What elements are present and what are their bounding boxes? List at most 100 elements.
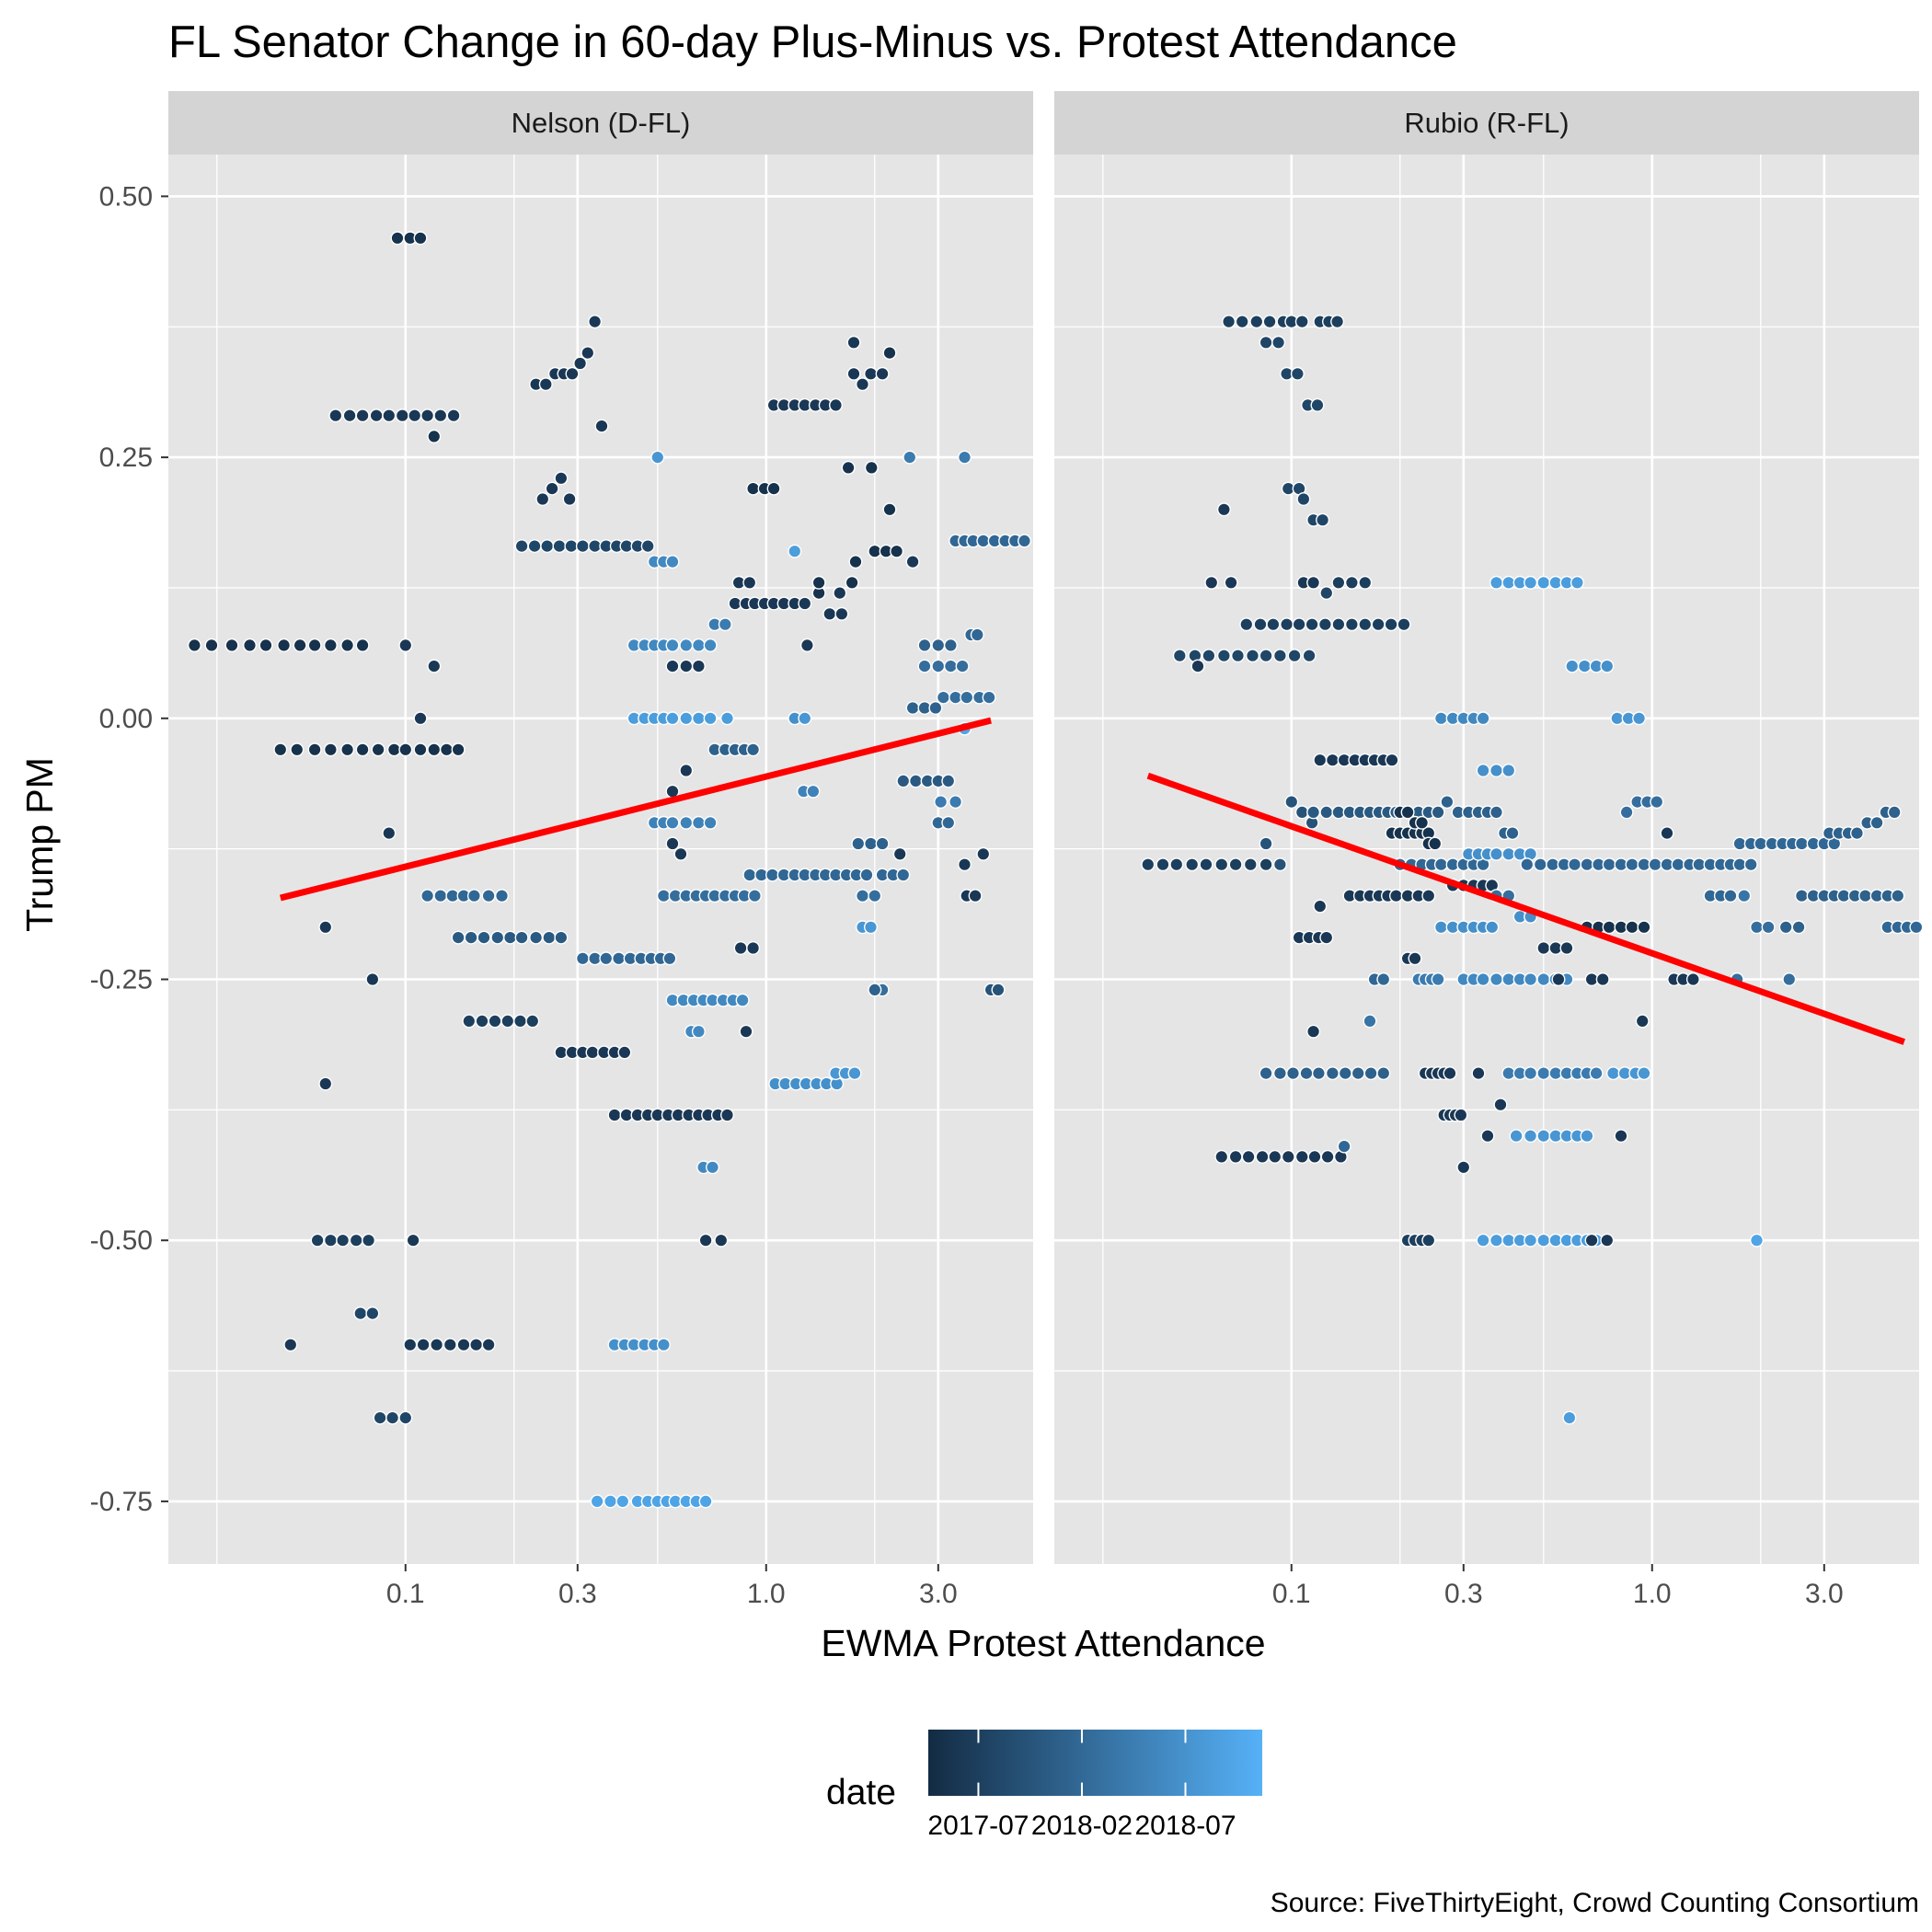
data-point — [1887, 805, 1902, 820]
legend-label: 2017-07 — [927, 1811, 1029, 1841]
data-point — [1190, 659, 1205, 673]
data-point — [490, 930, 505, 945]
data-point — [1228, 857, 1243, 872]
data-point — [386, 742, 401, 757]
data-point — [1489, 805, 1503, 820]
data-point — [604, 1494, 618, 1509]
data-point — [1313, 753, 1328, 767]
y-tick-label: 0.25 — [99, 443, 153, 473]
data-point — [640, 539, 655, 554]
data-point — [1565, 659, 1580, 673]
data-point — [540, 539, 555, 554]
data-point — [1172, 649, 1187, 663]
data-point — [1637, 920, 1651, 935]
data-point — [845, 575, 859, 590]
data-point — [742, 575, 757, 590]
data-point — [1358, 575, 1373, 590]
data-point — [1319, 805, 1334, 820]
data-point — [1017, 534, 1031, 548]
data-point — [1299, 1066, 1314, 1081]
data-point — [679, 764, 694, 778]
data-point — [416, 1338, 431, 1352]
data-point — [665, 815, 680, 830]
data-point — [1551, 972, 1566, 986]
data-point — [1433, 857, 1448, 872]
data-point — [747, 889, 762, 903]
data-point — [955, 659, 970, 673]
data-point — [735, 993, 750, 1007]
data-point — [413, 742, 428, 757]
data-point — [1262, 315, 1277, 329]
data-point — [859, 868, 874, 882]
data-point — [1509, 1129, 1524, 1144]
facet-panel-1: Nelson (D-FL) 0.1 0.3 1.0 3.0 — [168, 91, 1033, 1609]
data-point — [656, 889, 671, 903]
data-point — [224, 638, 239, 652]
data-point — [1660, 826, 1674, 841]
data-point — [703, 711, 718, 726]
y-tick-label: -0.75 — [90, 1487, 153, 1517]
data-point — [1433, 711, 1448, 726]
data-point — [1388, 889, 1403, 903]
facet-strip — [1054, 91, 1919, 155]
y-tick-label: -0.50 — [90, 1225, 153, 1256]
data-point — [1520, 857, 1535, 872]
data-point — [433, 408, 448, 423]
data-point — [892, 846, 907, 861]
data-point — [1141, 857, 1156, 872]
data-point — [538, 377, 553, 392]
data-point — [1307, 1149, 1322, 1164]
data-point — [714, 1233, 729, 1248]
data-point — [307, 638, 322, 652]
data-point — [1255, 1149, 1270, 1164]
data-point — [1216, 502, 1231, 517]
data-point — [1476, 764, 1490, 778]
data-point — [1421, 1233, 1436, 1248]
data-point — [1259, 335, 1273, 350]
data-point — [868, 983, 882, 997]
data-point — [957, 857, 972, 872]
data-point — [1778, 920, 1793, 935]
data-point — [552, 539, 567, 554]
data-point — [1480, 1129, 1495, 1144]
data-point — [1235, 315, 1249, 329]
data-point — [1311, 1066, 1326, 1081]
data-point — [1559, 941, 1574, 956]
data-point — [1156, 857, 1170, 872]
data-point — [408, 408, 422, 423]
data-point — [868, 889, 882, 903]
data-point — [554, 471, 569, 486]
data-point — [1600, 1233, 1615, 1248]
data-point — [406, 1233, 420, 1248]
data-point — [1214, 1149, 1229, 1164]
data-point — [742, 868, 757, 882]
data-point — [1319, 586, 1334, 601]
data-point — [1685, 972, 1700, 986]
data-point — [656, 1338, 671, 1352]
data-point — [1316, 512, 1330, 527]
data-point — [1648, 857, 1662, 872]
data-point — [439, 742, 454, 757]
x-axis-title: EWMA Protest Attendance — [821, 1622, 1265, 1664]
data-point — [746, 481, 761, 496]
color-legend: date 2017-07 2018-02 2018-07 — [826, 1730, 1262, 1841]
data-point — [1259, 1066, 1273, 1081]
data-point — [1440, 795, 1455, 810]
data-point — [698, 1233, 713, 1248]
data-point — [1376, 1066, 1391, 1081]
x-tick-label: 0.1 — [386, 1579, 425, 1609]
data-point — [970, 627, 984, 642]
data-point — [481, 1338, 496, 1352]
trend-line — [279, 717, 992, 902]
x-tick-label: 0.3 — [558, 1579, 597, 1609]
data-point — [1635, 1014, 1650, 1029]
data-point — [1794, 889, 1809, 903]
data-point — [1485, 920, 1500, 935]
data-point — [1199, 857, 1213, 872]
data-point — [1284, 795, 1299, 810]
data-point — [1794, 836, 1809, 851]
legend-label: 2018-07 — [1134, 1811, 1236, 1841]
data-point — [856, 377, 870, 392]
data-point — [833, 586, 847, 601]
data-point — [917, 638, 932, 652]
